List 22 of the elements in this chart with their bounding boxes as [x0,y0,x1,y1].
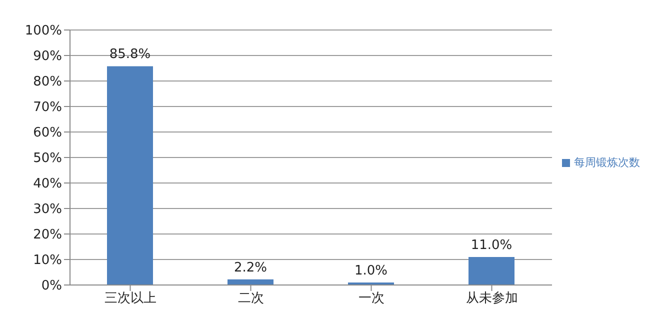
data-label: 11.0% [470,238,512,253]
data-label: 2.2% [234,260,268,276]
y-tick-label: 0% [41,278,62,294]
data-label: 85.8% [109,47,151,62]
x-tick-label: 二次 [238,291,264,306]
y-tick-label: 10% [33,253,62,268]
y-tick-label: 60% [33,126,62,141]
x-tick-label: 从未参加 [466,291,518,306]
legend-label: 每周锻炼次数 [574,156,640,169]
y-tick-label: 80% [33,74,62,90]
y-tick-label: 40% [33,176,62,192]
bar [107,66,153,285]
bar [468,256,514,285]
y-tick-label: 20% [33,228,62,243]
y-tick-label: 100% [24,24,62,39]
y-tick-label: 70% [33,100,62,116]
y-tick-label: 50% [33,151,62,166]
y-tick-label: 90% [33,49,62,64]
x-tick-label: 三次以上 [104,291,156,306]
data-label: 1.0% [354,263,388,278]
x-tick-label: 一次 [358,291,384,306]
y-tick-label: 30% [33,202,62,218]
